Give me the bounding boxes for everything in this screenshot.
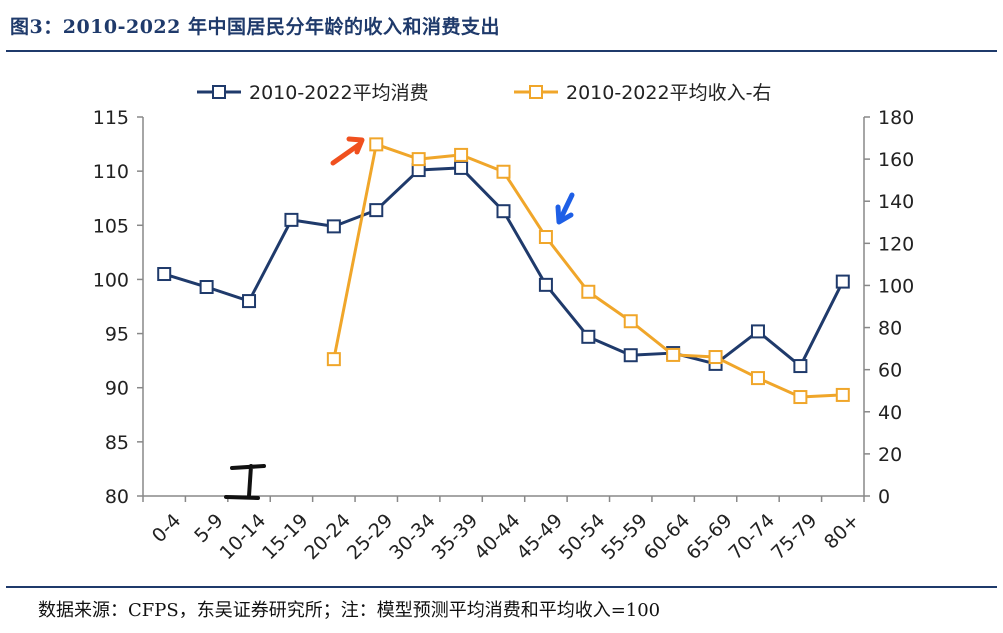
data-point bbox=[369, 137, 384, 152]
orange-arrow-icon bbox=[330, 141, 363, 166]
data-point bbox=[708, 350, 723, 365]
data-point bbox=[623, 348, 638, 363]
right-tick-label: 0 bbox=[878, 486, 890, 508]
x-tick-label: 75-79 bbox=[767, 510, 822, 565]
legend-item-0: 2010-2022平均消费 bbox=[197, 82, 429, 104]
left-tick-label: 95 bbox=[105, 324, 129, 346]
x-tick-label: 45-49 bbox=[512, 510, 567, 565]
left-tick-label: 80 bbox=[105, 486, 129, 508]
orange-arrow-head-icon bbox=[346, 136, 365, 155]
left-tick-label: 90 bbox=[105, 378, 129, 400]
right-tick-label: 180 bbox=[878, 107, 914, 129]
data-point bbox=[454, 147, 469, 162]
data-point bbox=[496, 164, 511, 179]
right-tick-label: 60 bbox=[878, 360, 902, 382]
data-point bbox=[369, 203, 384, 218]
left-tick-label: 85 bbox=[105, 432, 129, 454]
data-point bbox=[326, 219, 341, 234]
legend-marker bbox=[212, 85, 226, 99]
data-point bbox=[750, 371, 765, 386]
legend-marker bbox=[529, 85, 543, 99]
legend-item-1: 2010-2022平均收入-右 bbox=[514, 82, 771, 104]
legend-label: 2010-2022平均收入-右 bbox=[566, 82, 771, 104]
data-point bbox=[581, 329, 596, 344]
data-point bbox=[581, 284, 596, 299]
left-tick-label: 100 bbox=[93, 269, 129, 291]
x-tick-label: 35-39 bbox=[428, 510, 483, 565]
data-point bbox=[750, 324, 765, 339]
data-point bbox=[284, 212, 299, 227]
data-point bbox=[538, 230, 553, 245]
series-line-1 bbox=[332, 142, 843, 399]
data-point bbox=[157, 267, 172, 282]
right-tick-label: 100 bbox=[878, 275, 914, 297]
left-tick-label: 110 bbox=[93, 161, 129, 183]
data-point bbox=[623, 314, 638, 329]
legend: 2010-2022平均消费 2010-2022平均收入-右 bbox=[197, 82, 771, 104]
right-tick-label: 40 bbox=[878, 402, 902, 424]
data-point bbox=[538, 277, 553, 292]
right-tick-label: 80 bbox=[878, 318, 902, 340]
x-tick-label: 15-19 bbox=[258, 510, 313, 565]
legend-label: 2010-2022平均消费 bbox=[249, 82, 429, 104]
x-tick-label: 20-24 bbox=[300, 510, 355, 565]
x-tick-label: 80+ bbox=[820, 510, 864, 554]
data-point bbox=[496, 204, 511, 219]
x-tick-label: 65-69 bbox=[682, 510, 737, 565]
data-point bbox=[835, 274, 850, 289]
data-point bbox=[411, 152, 426, 167]
x-tick-label: 40-44 bbox=[470, 510, 525, 565]
series-line-0 bbox=[163, 166, 845, 368]
blue-arrow-head-icon bbox=[555, 204, 574, 225]
data-point bbox=[326, 352, 341, 367]
x-tick-label: 25-29 bbox=[343, 510, 398, 565]
data-point bbox=[793, 359, 808, 374]
left-tick-label: 105 bbox=[93, 215, 129, 237]
x-tick-label: 30-34 bbox=[385, 510, 440, 565]
right-tick-label: 20 bbox=[878, 444, 902, 466]
annotations bbox=[224, 136, 575, 500]
x-tick-label: 0-4 bbox=[148, 510, 186, 548]
data-point bbox=[835, 387, 850, 402]
right-tick-label: 120 bbox=[878, 233, 914, 255]
title-rule bbox=[6, 50, 997, 52]
x-tick-label: 70-74 bbox=[725, 510, 780, 565]
x-tick-label: 55-59 bbox=[597, 510, 652, 565]
data-point bbox=[666, 347, 681, 362]
chart-title: 图3：2010-2022 年中国居民分年龄的收入和消费支出 bbox=[10, 16, 500, 38]
right-tick-label: 140 bbox=[878, 191, 914, 213]
scribble-mark-icon bbox=[224, 464, 266, 500]
data-point bbox=[793, 390, 808, 405]
data-point bbox=[454, 160, 469, 175]
data-point bbox=[242, 294, 257, 309]
left-tick-label: 115 bbox=[93, 107, 129, 129]
footer-rule bbox=[6, 586, 997, 588]
series-lines bbox=[157, 137, 850, 405]
right-tick-label: 160 bbox=[878, 149, 914, 171]
x-tick-label: 50-54 bbox=[555, 510, 610, 565]
x-tick-label: 60-64 bbox=[640, 510, 695, 565]
x-tick-label: 10-14 bbox=[216, 510, 271, 565]
data-point bbox=[199, 280, 214, 295]
blue-arrow-icon bbox=[557, 192, 575, 223]
source-note: 数据来源：CFPS，东吴证券研究所；注：模型预测平均消费和平均收入=100 bbox=[38, 600, 661, 621]
